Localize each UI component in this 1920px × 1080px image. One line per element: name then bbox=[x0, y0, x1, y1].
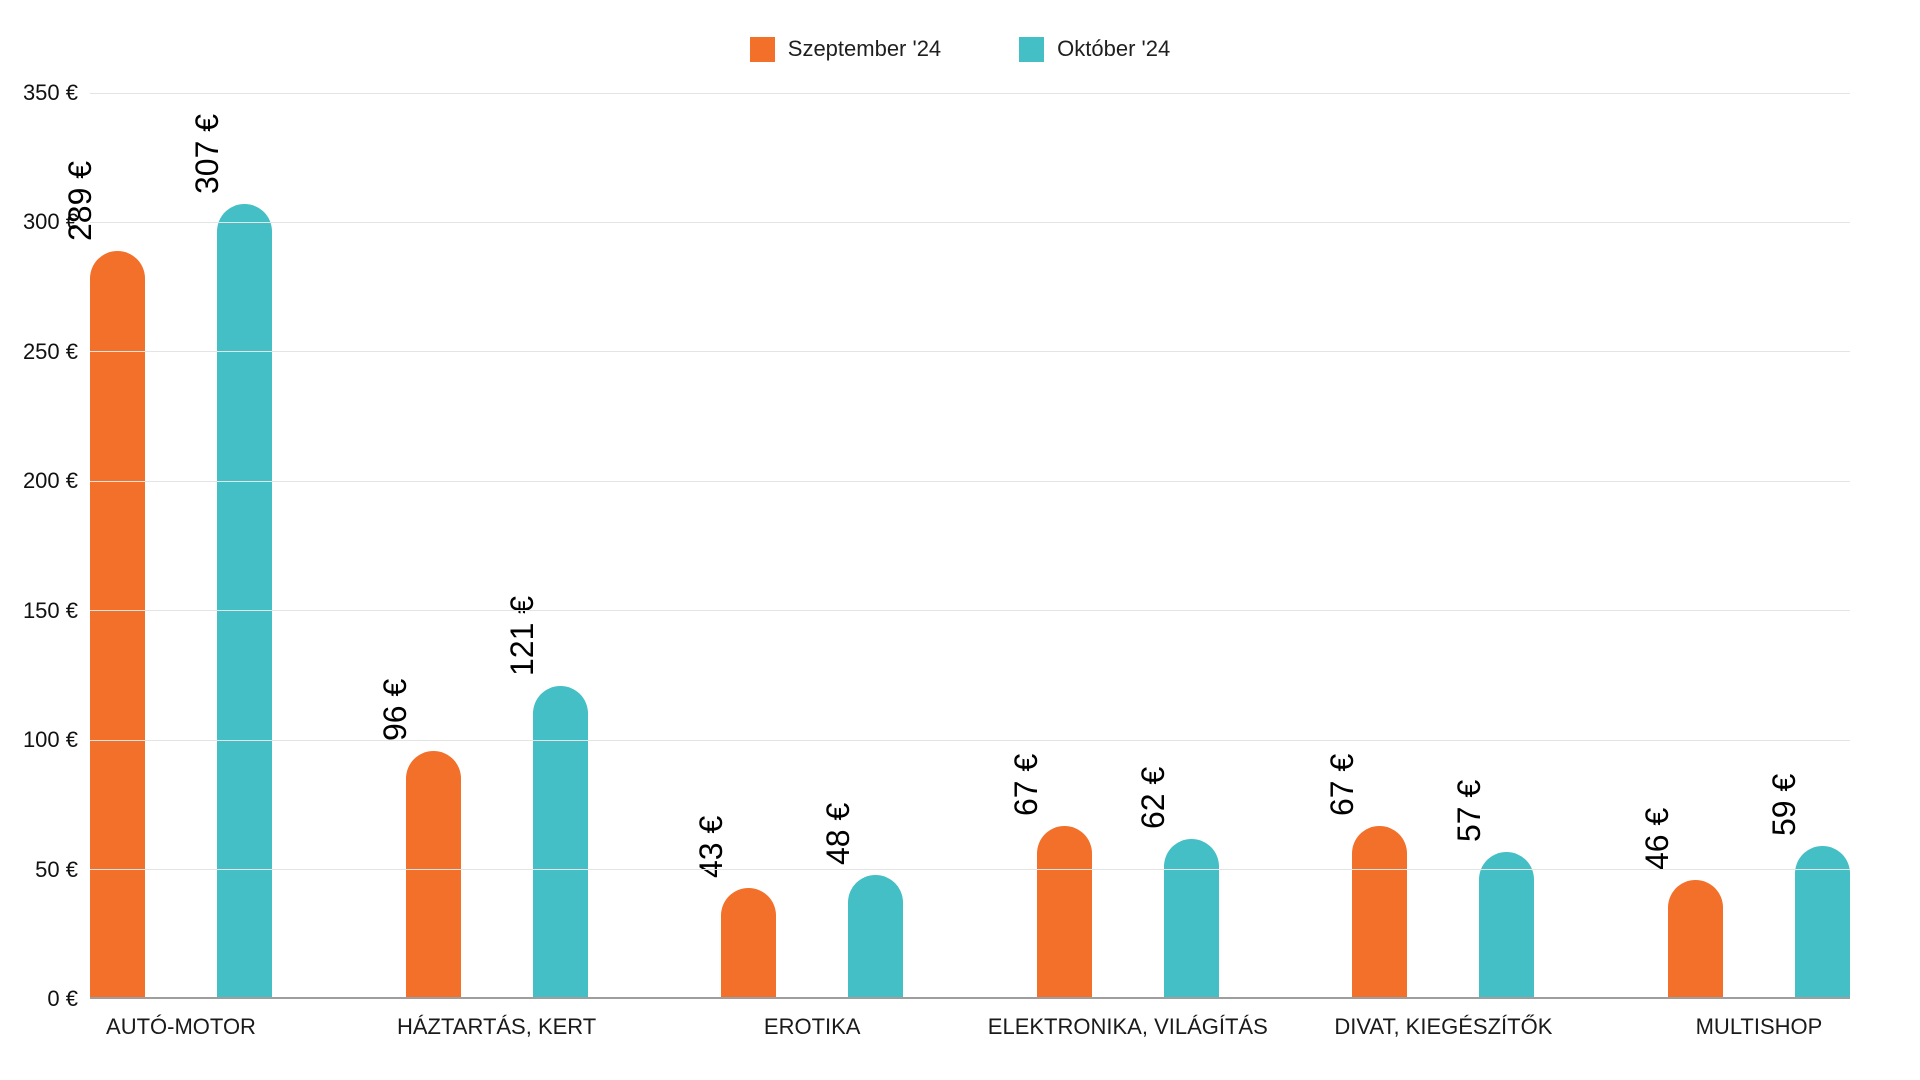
bar-slot: 46 € bbox=[1639, 93, 1723, 999]
bar-group: 46 € 59 € bbox=[1639, 93, 1850, 999]
bar-slot: 67 € bbox=[1324, 93, 1408, 999]
y-tick-label: 300 € bbox=[22, 209, 78, 235]
bar-value-label: 121 € bbox=[504, 595, 541, 676]
y-tick-label: 50 € bbox=[35, 856, 78, 882]
x-category-cell: ELEKTRONIKA, VILÁGÍTÁS bbox=[988, 1014, 1268, 1040]
y-tick-label: 350 € bbox=[22, 80, 78, 105]
legend-item-szeptember[interactable]: Szeptember '24 bbox=[749, 36, 942, 62]
bar-okt-ber-24[interactable] bbox=[532, 685, 588, 999]
gridline bbox=[90, 221, 1850, 223]
gridline bbox=[90, 610, 1850, 612]
y-tick-label: 250 € bbox=[22, 338, 78, 364]
x-axis-baseline bbox=[90, 997, 1850, 999]
x-category-label: DIVAT, KIEGÉSZÍTŐK bbox=[1334, 1014, 1553, 1039]
x-axis: AUTÓ-MOTOR HÁZTARTÁS, KERT EROTIKA ELEKTRON… bbox=[90, 1014, 1850, 1040]
bar-slot: 57 € bbox=[1451, 93, 1535, 999]
bar-slot: 48 € bbox=[820, 93, 904, 999]
gridline bbox=[90, 869, 1850, 871]
bar-okt-ber-24[interactable] bbox=[217, 204, 272, 999]
bar-okt-ber-24[interactable] bbox=[1479, 851, 1535, 999]
bar-slot: 43 € bbox=[693, 93, 777, 999]
bar-szeptember-24[interactable] bbox=[721, 887, 777, 999]
x-category-cell: EROTIKA bbox=[721, 1014, 903, 1040]
bar-group: 96 € 121 € bbox=[377, 93, 588, 999]
bar-value-label: 67 € bbox=[1323, 753, 1360, 816]
bar-value-label: 48 € bbox=[819, 802, 856, 865]
plot-area: 289 € 307 € 96 € 121 € 43 € 48 € 67 € 62 € 67 € 5… bbox=[62, 92, 1850, 999]
bar-slot: 289 € bbox=[62, 93, 145, 999]
bar-slot: 62 € bbox=[1135, 93, 1219, 999]
y-tick-label: 100 € bbox=[22, 727, 78, 753]
legend-swatch-szeptember-icon bbox=[749, 36, 775, 62]
x-category-label: HÁZTARTÁS, KERT bbox=[396, 1014, 597, 1039]
bar-groups: 289 € 307 € 96 € 121 € 43 € 48 € 67 € 62 € 67 € 5… bbox=[62, 93, 1850, 999]
x-category-label: ELEKTRONIKA, VILÁGÍTÁS bbox=[987, 1014, 1268, 1039]
bar-value-label: 59 € bbox=[1766, 774, 1803, 837]
bar-value-label: 62 € bbox=[1135, 766, 1172, 829]
y-tick-label: 0 € bbox=[47, 986, 78, 1011]
x-category-label: EROTIKA bbox=[763, 1014, 861, 1039]
x-category-cell: MULTISHOP bbox=[1668, 1014, 1850, 1040]
bar-okt-ber-24[interactable] bbox=[1794, 846, 1850, 999]
bar-szeptember-24[interactable] bbox=[1352, 825, 1408, 999]
gridline bbox=[90, 92, 1850, 94]
bar-group: 289 € 307 € bbox=[62, 93, 272, 999]
bar-szeptember-24[interactable] bbox=[1036, 825, 1092, 999]
bar-slot: 121 € bbox=[504, 93, 588, 999]
bar-szeptember-24[interactable] bbox=[90, 250, 145, 999]
gridline bbox=[90, 480, 1850, 482]
gridline bbox=[90, 739, 1850, 741]
x-category-cell: AUTÓ-MOTOR bbox=[90, 1014, 272, 1040]
gridline bbox=[90, 351, 1850, 353]
bar-group: 67 € 57 € bbox=[1324, 93, 1535, 999]
bar-okt-ber-24[interactable] bbox=[848, 874, 904, 999]
x-category-cell: HÁZTARTÁS, KERT bbox=[397, 1014, 596, 1040]
bar-slot: 59 € bbox=[1766, 93, 1850, 999]
legend-swatch-oktober-icon bbox=[1019, 36, 1045, 62]
x-category-label: MULTISHOP bbox=[1695, 1014, 1823, 1039]
bar-value-label: 57 € bbox=[1450, 779, 1487, 842]
bar-okt-ber-24[interactable] bbox=[1163, 838, 1219, 999]
legend-label-szeptember: Szeptember '24 bbox=[787, 36, 942, 61]
y-axis: 0 € 50 € 100 € 150 € 200 € 250 € 300 € 350 € bbox=[0, 82, 80, 1010]
bar-value-label: 307 € bbox=[188, 114, 225, 195]
bar-slot: 96 € bbox=[377, 93, 461, 999]
bar-slot: 67 € bbox=[1008, 93, 1092, 999]
bar-value-label: 96 € bbox=[377, 678, 414, 741]
bar-group: 43 € 48 € bbox=[693, 93, 904, 999]
bar-szeptember-24[interactable] bbox=[1667, 879, 1723, 999]
y-tick-label: 200 € bbox=[22, 468, 78, 494]
bar-value-label: 67 € bbox=[1008, 753, 1045, 816]
legend-label-oktober: Október '24 bbox=[1057, 36, 1171, 61]
y-tick-label: 150 € bbox=[22, 597, 78, 623]
bar-value-label: 289 € bbox=[61, 160, 98, 241]
bar-group: 67 € 62 € bbox=[1008, 93, 1219, 999]
bar-szeptember-24[interactable] bbox=[405, 750, 461, 999]
x-category-cell: DIVAT, KIEGÉSZÍTŐK bbox=[1334, 1014, 1552, 1040]
legend-item-oktober[interactable]: Október '24 bbox=[1019, 36, 1170, 62]
x-category-label: AUTÓ-MOTOR bbox=[106, 1014, 256, 1039]
bar-slot: 307 € bbox=[189, 93, 272, 999]
bar-value-label: 46 € bbox=[1639, 807, 1676, 870]
chart-legend: Szeptember '24 Október '24 bbox=[0, 36, 1920, 62]
